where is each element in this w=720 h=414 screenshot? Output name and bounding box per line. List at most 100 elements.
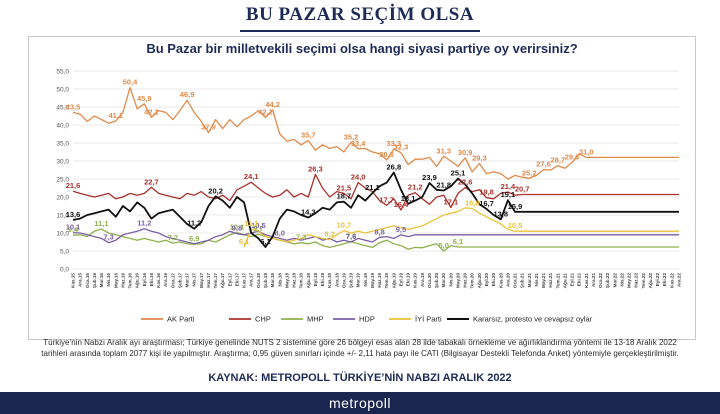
data-label: 19,1 — [501, 190, 516, 199]
data-label: 21,1 — [365, 183, 380, 192]
x-tick-label: Nis.20 — [448, 273, 453, 287]
legend-label: İYİ Parti — [415, 315, 442, 324]
x-tick-label: Mar.20 — [441, 273, 446, 288]
x-tick-label: May.18 — [284, 273, 289, 288]
x-tick-label: Kas.18 — [327, 273, 332, 288]
x-tick-label: Eki.18 — [320, 273, 325, 287]
y-tick-label: 25,0 — [56, 177, 69, 184]
x-tick-label: Oca.16 — [85, 273, 90, 289]
data-label: 37,9 — [201, 123, 216, 132]
x-tick-label: Ara.18 — [334, 273, 339, 287]
data-label: 44,2 — [265, 100, 280, 109]
x-tick-label: Kas.15 — [71, 273, 76, 288]
data-label: 10,5 — [508, 221, 523, 230]
data-label: 31,0 — [579, 147, 594, 156]
x-tick-label: Haz.20 — [463, 273, 468, 288]
data-label: 11,2 — [137, 219, 151, 228]
data-label: 22,6 — [458, 178, 473, 187]
x-tick-label: Haz.19 — [377, 273, 382, 288]
x-tick-label: Ara.15 — [78, 273, 83, 287]
source-line: KAYNAK: METROPOLL TÜRKİYE’NİN NABZI ARAL… — [208, 372, 512, 384]
x-tick-label: Ağu.18 — [306, 273, 311, 289]
data-label: 6,1 — [453, 237, 463, 246]
series-line — [243, 207, 679, 248]
x-tick-label: Tem.17 — [213, 273, 218, 289]
y-tick-label: 5,0 — [60, 249, 69, 256]
x-tick-label: Mar.19 — [356, 273, 361, 288]
series-line — [72, 173, 679, 211]
x-tick-label: May.22 — [627, 273, 632, 288]
x-tick-label: Tem.18 — [299, 273, 304, 289]
x-tick-label: Tem.21 — [555, 273, 560, 289]
data-label: 5,0 — [439, 241, 449, 250]
x-tick-label: Oca.18 — [256, 273, 261, 289]
methodology-note: Türkiye’nin Nabzı Aralık ayı araştırması… — [41, 338, 679, 358]
data-label: 17,1 — [444, 197, 459, 206]
x-tick-label: May.16 — [113, 273, 118, 288]
data-label: 7,2 — [168, 233, 178, 242]
data-label: 11,1 — [244, 219, 258, 228]
data-label: 50,4 — [123, 78, 138, 87]
y-tick-label: 40,0 — [56, 123, 69, 130]
x-tick-label: Tem.19 — [384, 273, 389, 289]
header-rule — [240, 30, 480, 32]
x-tick-label: Kas.16 — [156, 273, 161, 288]
x-tick-label: May.20 — [455, 273, 460, 288]
x-tick-label: Tem.22 — [641, 273, 646, 289]
data-label: 8,2 — [324, 229, 334, 238]
y-tick-label: 15,0 — [56, 213, 69, 220]
x-tick-label: Haz.17 — [206, 273, 211, 288]
x-tick-label: Ara.19 — [420, 273, 425, 287]
data-label: 21,2 — [408, 183, 423, 192]
data-label: 7,6 — [346, 232, 356, 241]
x-tick-label: Ara.20 — [505, 273, 510, 287]
data-label: 42,1 — [258, 107, 273, 116]
x-tick-label: Nis.21 — [534, 273, 539, 287]
data-label: 17,7 — [379, 195, 394, 204]
legend-label: HDP — [359, 315, 375, 324]
x-tick-label: Kas.21 — [584, 273, 589, 288]
x-tick-label: Nis.16 — [106, 273, 111, 287]
y-tick-label: 0,0 — [60, 267, 69, 274]
x-tick-label: Şub.19 — [349, 273, 354, 289]
x-tick-label: Eyl.18 — [313, 273, 318, 287]
x-tick-label: Nis.17 — [192, 273, 197, 287]
x-tick-label: Eyl.22 — [655, 273, 660, 287]
data-label: 8,0 — [275, 228, 285, 237]
header-title: BU PAZAR SEÇİM OLSA — [245, 4, 475, 25]
x-tick-label: Tem.16 — [128, 273, 133, 289]
x-tick-label: Ara.21 — [591, 273, 596, 287]
series-line — [72, 86, 679, 180]
data-label: 45,9 — [137, 94, 152, 103]
x-tick-label: Şub.20 — [434, 273, 439, 289]
data-label: 9,7 — [253, 224, 263, 233]
data-label: 29,3 — [472, 154, 487, 163]
data-label: 13,6 — [66, 210, 81, 219]
x-tick-label: Haz.22 — [634, 273, 639, 288]
data-label: 43,5 — [66, 102, 81, 111]
chart-question: Bu Pazar bir milletvekili seçimi olsa ha… — [146, 41, 578, 56]
data-label: 11,2 — [187, 219, 201, 228]
x-tick-label: Şub.21 — [520, 273, 525, 289]
x-tick-label: Haz.21 — [548, 273, 553, 288]
data-label: 19,8 — [479, 188, 494, 197]
x-tick-label: Mar.16 — [99, 273, 104, 288]
y-tick-label: 50,0 — [56, 87, 69, 94]
series-line — [72, 228, 679, 245]
data-label: 10,5 — [251, 221, 266, 230]
chart-panel: Bu Pazar bir milletvekili seçimi olsa ha… — [28, 36, 696, 340]
x-tick-label: Nis.18 — [277, 273, 282, 287]
data-label: 7,3 — [296, 233, 306, 242]
x-tick-label: May.17 — [199, 273, 204, 288]
data-label: 41,1 — [108, 111, 123, 120]
data-label: 20,7 — [515, 184, 530, 193]
x-tick-label: Eyl.17 — [227, 273, 232, 287]
data-label: 24,0 — [351, 173, 366, 182]
data-label: 46,9 — [180, 90, 195, 99]
data-label: 13,8 — [493, 209, 508, 218]
data-label: 35,2 — [344, 132, 359, 141]
x-tick-label: Ağu.17 — [220, 273, 225, 289]
data-label: 10,1 — [66, 223, 81, 232]
legend-label: CHP — [255, 315, 271, 324]
data-label: 30,3 — [379, 150, 394, 159]
